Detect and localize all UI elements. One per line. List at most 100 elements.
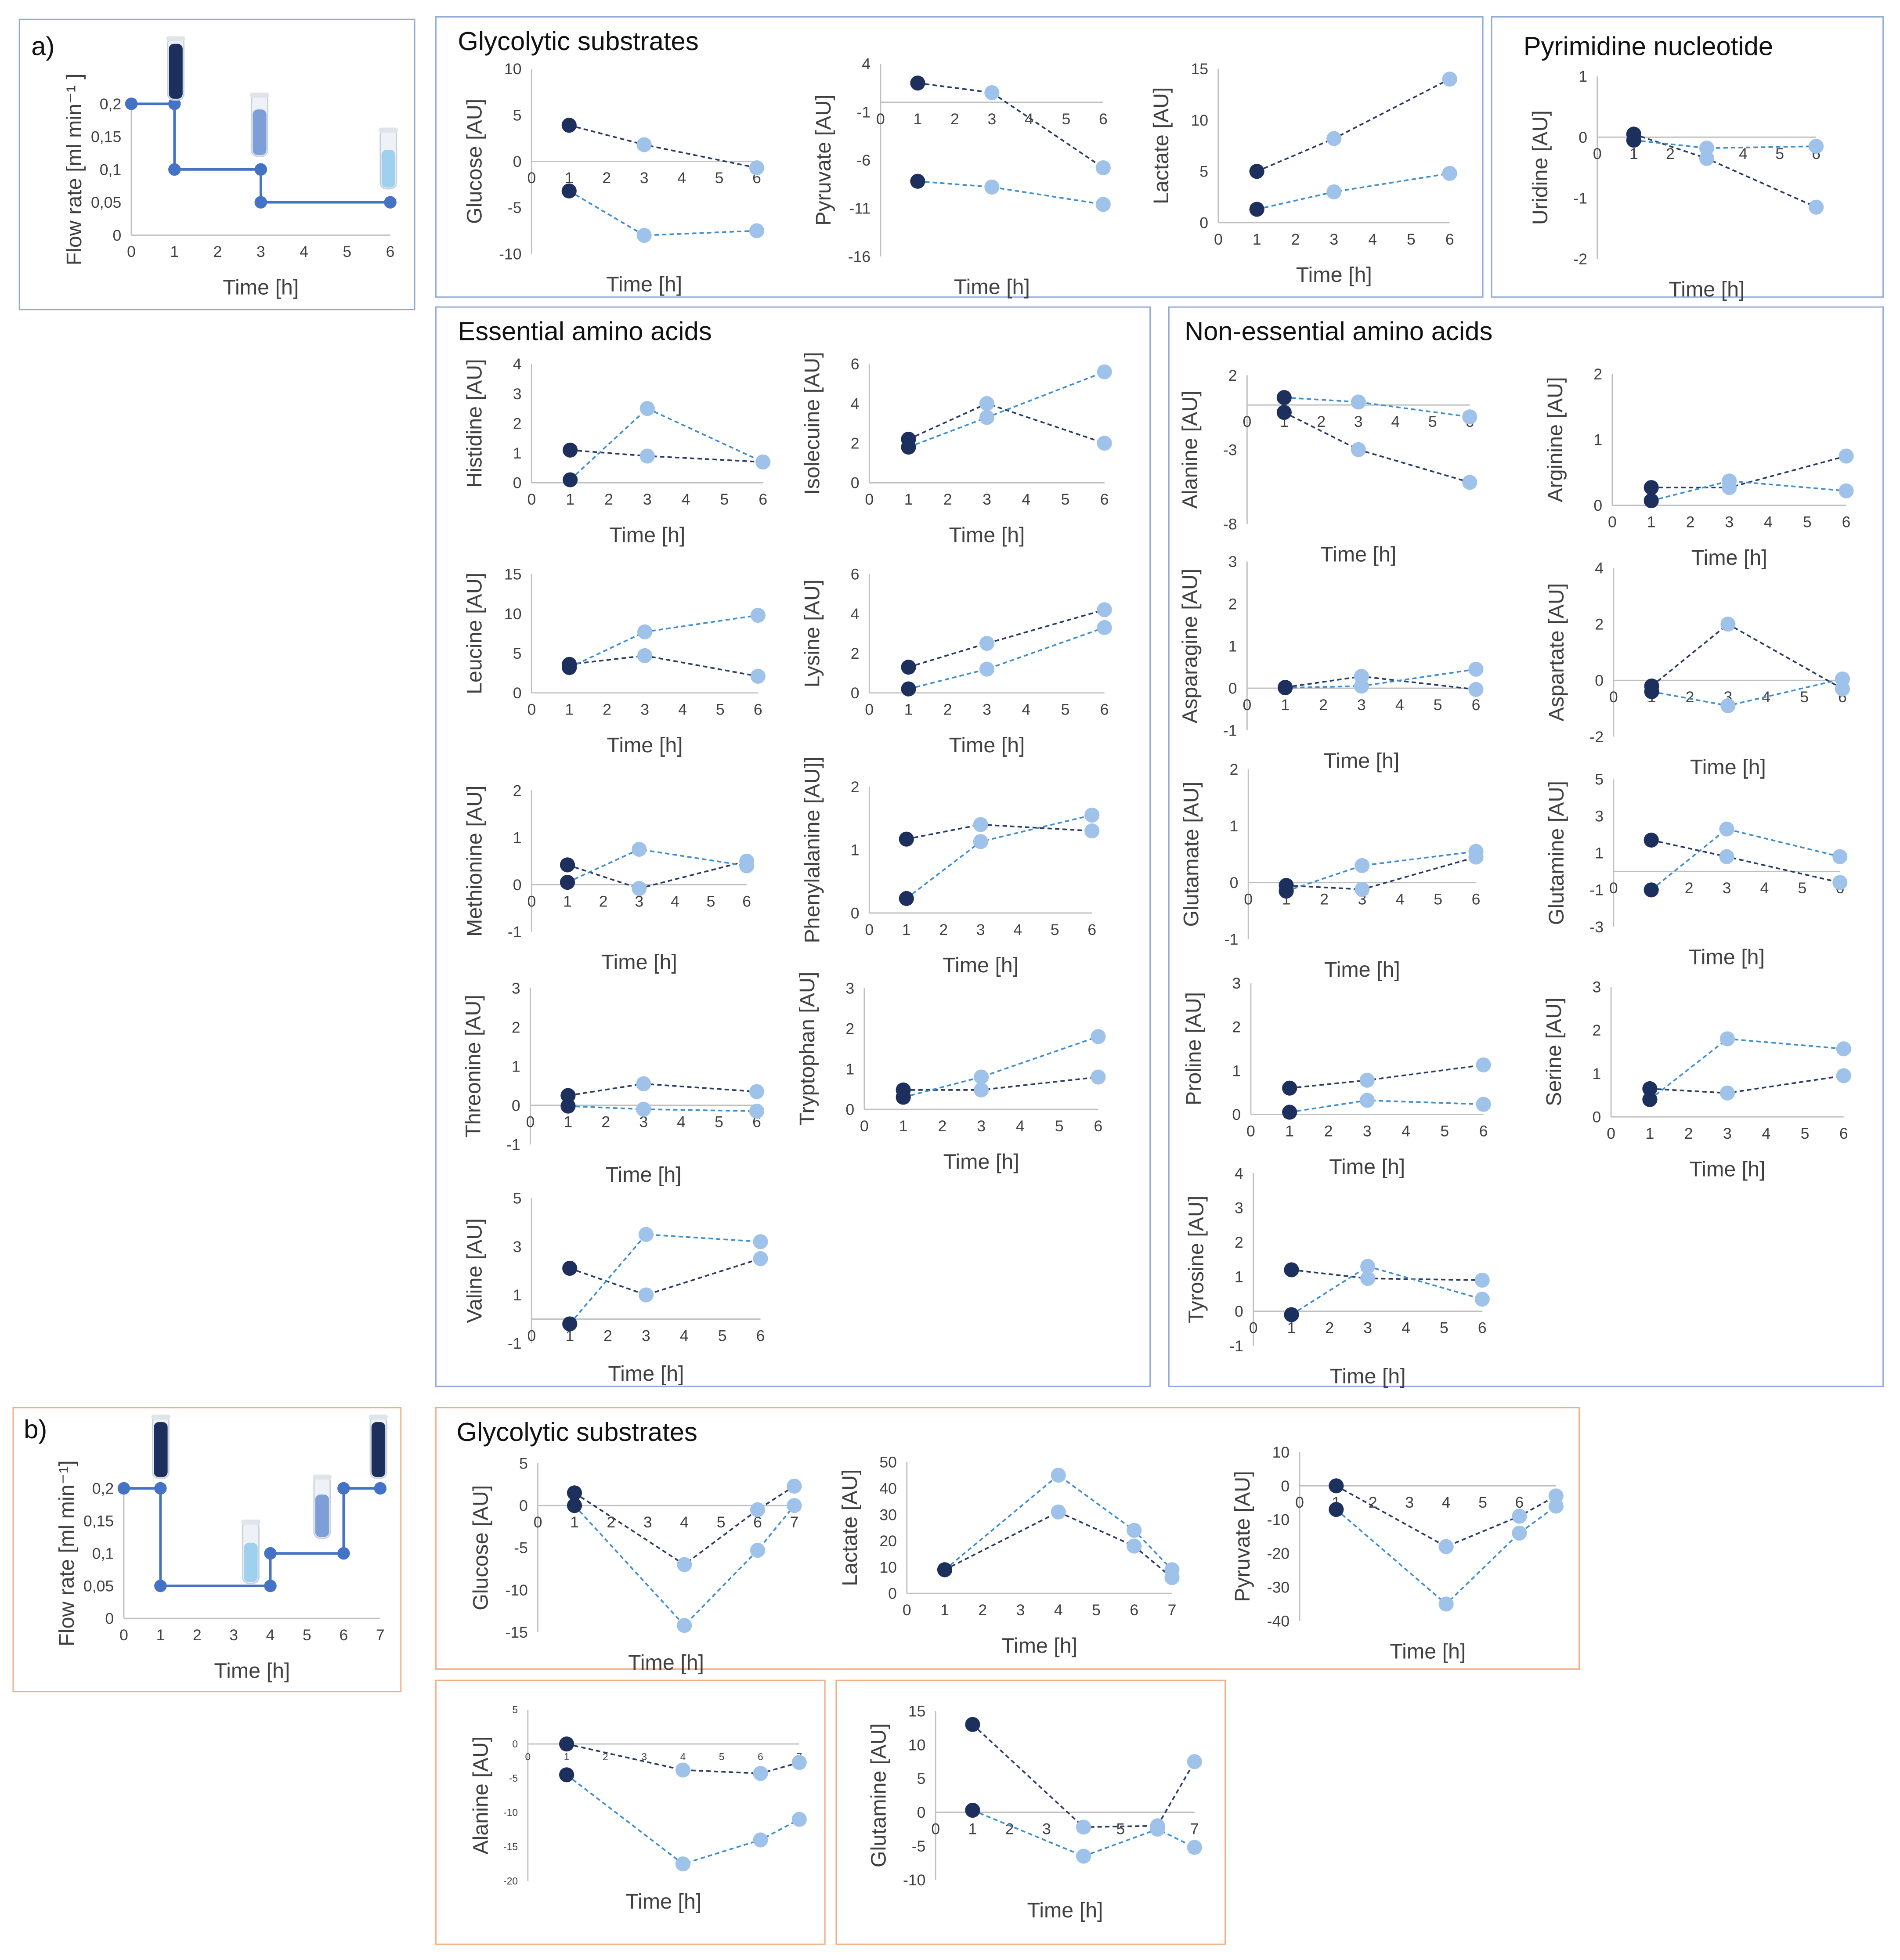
y-tick-label: 5 xyxy=(1595,771,1604,788)
x-tick-label: 2 xyxy=(1319,696,1328,714)
series-point-light xyxy=(1839,483,1854,498)
y-tick-label: 0 xyxy=(1230,874,1239,892)
y-tick-label: -1 xyxy=(1589,881,1604,899)
x-tick-label: 0 xyxy=(860,1117,869,1135)
y-tick-label: 3 xyxy=(1593,978,1601,996)
test-tube-icon xyxy=(369,1414,388,1479)
panel-a-nonessential-box: Non-essential amino acids xyxy=(1168,306,1884,1387)
y-axis-title: Arginine [AU] xyxy=(1543,377,1567,502)
series-point-dark xyxy=(1084,823,1100,839)
x-tick-label: 1 xyxy=(902,921,911,938)
series-point-dark xyxy=(637,648,653,664)
y-tick-label: 2 xyxy=(1232,1018,1241,1036)
y-axis-title: Pyruvate [AU] xyxy=(1231,1471,1254,1602)
series-point-dark xyxy=(965,1717,980,1732)
x-tick-label: 6 xyxy=(1100,701,1109,718)
x-tick-label: 5 xyxy=(715,169,724,187)
x-tick-label: 4 xyxy=(682,491,690,508)
x-tick-label: 3 xyxy=(643,1513,652,1531)
x-tick-label: 1 xyxy=(570,1513,579,1531)
series-line-light xyxy=(917,180,1104,206)
series-point-dark xyxy=(1076,1819,1091,1835)
y-tick-label: 0 xyxy=(513,474,522,492)
x-tick-label: 3 xyxy=(1354,413,1363,430)
y-tick-label: 4 xyxy=(851,395,860,412)
series-point-light xyxy=(979,410,995,425)
series-line-dark xyxy=(1284,411,1470,484)
x-tick-label: 6 xyxy=(339,1626,348,1644)
series-line-light xyxy=(1651,828,1840,891)
x-tick-label: 2 xyxy=(1325,1319,1334,1337)
series-point-dark xyxy=(1360,1271,1376,1286)
x-tick-label: 6 xyxy=(1472,891,1481,908)
series-point-dark xyxy=(1442,71,1457,87)
series-point-dark xyxy=(984,85,1000,101)
y-tick-label: -20 xyxy=(503,1875,518,1887)
y-tick-label: 1 xyxy=(1579,68,1587,85)
x-tick-label: 1 xyxy=(565,169,574,187)
x-tick-label: 1 xyxy=(904,491,913,508)
series-point-light xyxy=(1051,1468,1066,1483)
x-tick-label: 0 xyxy=(534,1513,542,1531)
panel-a-pyrimidine-box: Pyrimidine nucleotide xyxy=(1491,16,1884,298)
x-axis-title: Time [h] xyxy=(214,1659,290,1682)
flow-point xyxy=(384,196,397,209)
series-point-dark xyxy=(899,831,914,847)
x-tick-label: 3 xyxy=(642,1327,650,1344)
x-tick-label: 4 xyxy=(1402,1319,1410,1337)
x-tick-label: 4 xyxy=(1764,513,1773,531)
x-tick-label: 1 xyxy=(968,1820,977,1837)
series-point-light xyxy=(749,1104,765,1119)
y-tick-label: -40 xyxy=(1267,1612,1290,1630)
x-tick-label: 1 xyxy=(1253,231,1261,248)
y-tick-label: 2 xyxy=(513,415,522,432)
x-tick-label: 5 xyxy=(1055,1117,1064,1135)
series-point-dark xyxy=(638,1287,654,1303)
x-axis-title: Time [h] xyxy=(1027,1899,1103,1922)
section-title-pyrimidine: Pyrimidine nucleotide xyxy=(1523,32,1774,61)
chart-a_lactate: 15 10 5 00 1 2 3 4 5 6 Time [h] Lactate [AU] xyxy=(1149,60,1457,287)
series-line-dark xyxy=(569,655,759,677)
series-point-dark xyxy=(1512,1509,1527,1524)
test-tube-icon xyxy=(250,92,269,157)
chart-a_phenylalanine: 2 1 00 1 2 3 4 5 6 Time [h] Phenylalanine [AU]] xyxy=(800,757,1100,977)
x-tick-label: 3 xyxy=(1357,696,1366,714)
chart-b_pyruvate: 100-10-20-30-4001234567Time [h]Pyruvate … xyxy=(1231,1444,1564,1663)
y-tick-label: 1 xyxy=(1228,637,1237,655)
x-tick-label: 6 xyxy=(756,1327,765,1344)
y-axis-title: Threonine [AU] xyxy=(462,995,485,1138)
series-point-light xyxy=(1442,166,1457,181)
series-point-dark xyxy=(1091,1069,1106,1085)
x-tick-label: 3 xyxy=(1016,1601,1025,1619)
x-tick-label: 0 xyxy=(119,1626,128,1644)
x-tick-label: 6 xyxy=(1094,1117,1103,1135)
y-tick-label: 0 xyxy=(519,1497,528,1515)
x-tick-label: 5 xyxy=(1478,1494,1487,1511)
x-tick-label: 3 xyxy=(1363,1122,1372,1140)
series-point-light xyxy=(1644,684,1659,699)
x-tick-label: 5 xyxy=(1051,921,1059,938)
y-tick-label: 6 xyxy=(851,566,860,583)
y-tick-label: 2 xyxy=(1230,761,1239,778)
x-tick-label: 4 xyxy=(677,1113,686,1131)
y-tick-label: 4 xyxy=(862,55,871,73)
test-tube-icon xyxy=(312,1474,332,1539)
series-point-light xyxy=(910,173,925,189)
y-tick-label: 6 xyxy=(851,355,860,373)
x-tick-label: 2 xyxy=(1005,1820,1014,1837)
series-point-light xyxy=(1326,184,1342,199)
series-point-dark xyxy=(1282,1080,1297,1096)
x-tick-label: 1 xyxy=(940,1601,949,1619)
series-line-dark xyxy=(917,82,1104,169)
series-point-dark xyxy=(559,1736,574,1752)
series-point-dark xyxy=(1468,682,1484,697)
y-tick-label: 2 xyxy=(512,1018,520,1036)
series-point-light xyxy=(1512,1525,1527,1541)
x-tick-label: 1 xyxy=(565,1327,574,1344)
y-tick-label: 0,1 xyxy=(92,1545,114,1563)
y-tick-label: 50 xyxy=(879,1454,897,1471)
series-point-dark xyxy=(1476,1057,1491,1072)
series-point-light xyxy=(937,1562,953,1577)
series-point-light xyxy=(1095,197,1111,212)
series-line-light xyxy=(1286,850,1476,892)
